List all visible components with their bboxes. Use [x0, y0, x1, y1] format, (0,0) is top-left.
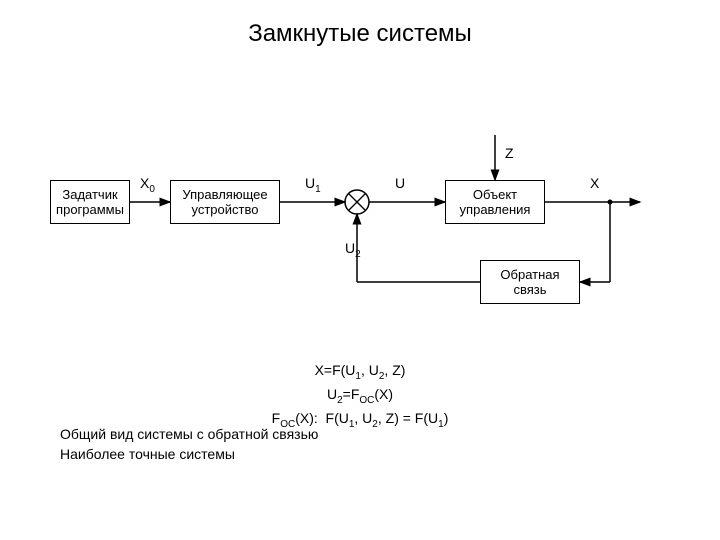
bottom-text-line1: Общий вид системы с обратной связью: [60, 425, 318, 445]
label-u: U: [395, 175, 405, 191]
node-feedback-label: Обратнаясвязь: [500, 267, 559, 297]
equation-1: X=F(U1, U2, Z): [272, 360, 449, 384]
block-diagram: Задатчикпрограммы Управляющееустройство …: [50, 130, 670, 350]
equations-block: X=F(U1, U2, Z) U2=FОС(X) FОС(X): F(U1, U…: [272, 360, 449, 431]
equation-2: U2=FОС(X): [272, 384, 449, 408]
node-feedback: Обратнаясвязь: [480, 260, 580, 304]
node-setter: Задатчикпрограммы: [50, 180, 130, 224]
bottom-text-line2: Наиболее точные системы: [60, 445, 318, 465]
label-x0: X0: [140, 175, 155, 195]
bottom-text: Общий вид системы с обратной связью Наиб…: [60, 425, 318, 464]
node-control: Управляющееустройство: [170, 180, 280, 224]
node-object: Объектуправления: [445, 180, 545, 224]
node-object-label: Объектуправления: [460, 187, 531, 217]
node-control-label: Управляющееустройство: [182, 187, 267, 217]
label-u1: U1: [305, 175, 321, 195]
node-setter-label: Задатчикпрограммы: [56, 187, 124, 217]
label-x: X: [590, 175, 599, 191]
label-z: Z: [505, 145, 514, 161]
label-u2: U2: [345, 240, 361, 260]
page-title: Замкнутые системы: [248, 20, 472, 48]
